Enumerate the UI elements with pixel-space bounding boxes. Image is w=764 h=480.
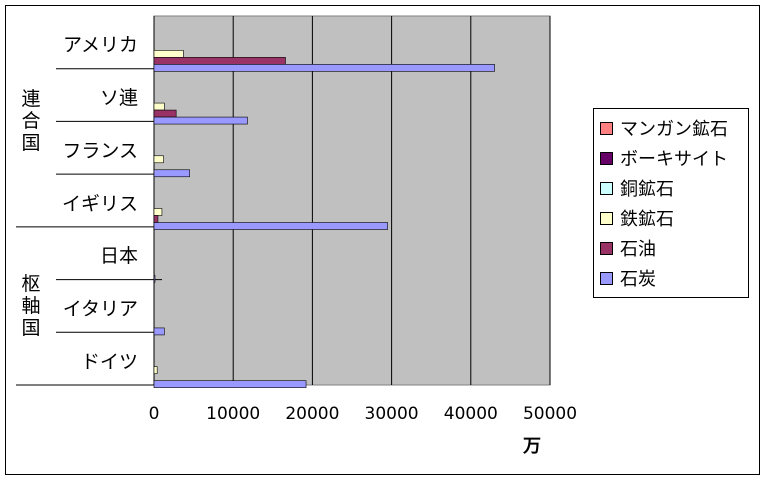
x-tick-label: 0	[148, 404, 160, 424]
bar-イギリス-石油	[153, 215, 159, 223]
legend-swatch	[600, 151, 613, 165]
bar-ドイツ-石炭	[153, 380, 307, 388]
category-label: フランス	[62, 139, 138, 162]
legend-item: 石油	[594, 233, 748, 263]
legend-swatch	[600, 181, 613, 195]
plot-area	[153, 15, 551, 386]
category-label: ドイツ	[80, 350, 138, 373]
legend-label: 銅鉱石	[620, 179, 674, 200]
x-tick-label: 20000	[285, 404, 340, 424]
x-tick-label: 30000	[364, 404, 419, 424]
group-label: 連合国	[21, 88, 41, 155]
legend-item: マンガン鉱石	[594, 113, 748, 143]
legend-swatch	[600, 271, 613, 285]
legend-swatch	[600, 241, 613, 255]
legend-item: 石炭	[594, 263, 748, 293]
bar-日本-石炭	[153, 274, 156, 283]
bar-アメリカ-鉄鉱石	[153, 50, 184, 58]
x-tick-label: 50000	[522, 404, 578, 424]
bar-ソ連-鉄鉱石	[153, 102, 165, 111]
x-tick-label: 10000	[206, 404, 261, 424]
category-label: アメリカ	[62, 34, 138, 57]
legend-label: マンガン鉱石	[620, 119, 728, 140]
legend-swatch	[600, 211, 613, 225]
legend-swatch	[600, 121, 613, 135]
bar-イタリア-石炭	[153, 327, 165, 336]
legend-label: ボーキサイト	[620, 149, 728, 170]
bar-フランス-鉄鉱石	[153, 155, 164, 164]
bar-ソ連-石油	[153, 109, 177, 118]
legend-label: 鉄鉱石	[620, 209, 674, 230]
bar-ドイツ-鉄鉱石	[153, 366, 158, 374]
x-axis-label: 万	[523, 436, 541, 457]
legend-item: 鉄鉱石	[594, 203, 748, 233]
legend: マンガン鉱石 ボーキサイト 銅鉱石鉄鉱石石油石炭	[593, 108, 749, 298]
category-label: ソ連	[99, 87, 138, 110]
x-tick-label: 40000	[443, 404, 498, 424]
group-label: 枢軸国	[21, 272, 41, 339]
category-label: イタリア	[62, 297, 138, 320]
category-label: イギリス	[61, 192, 138, 215]
bar-フランス-石炭	[153, 169, 190, 178]
bar-アメリカ-石炭	[153, 64, 495, 72]
legend-item: ボーキサイト	[594, 143, 748, 173]
category-label: 日本	[99, 245, 138, 268]
legend-label: 石油	[620, 239, 656, 260]
bar-イギリス-石炭	[153, 222, 388, 230]
bar-ソ連-石炭	[153, 116, 248, 125]
legend-item: 銅鉱石	[594, 173, 748, 203]
bar-イギリス-鉄鉱石	[153, 208, 163, 216]
bar-アメリカ-石油	[153, 57, 286, 65]
legend-label: 石炭	[620, 269, 656, 290]
